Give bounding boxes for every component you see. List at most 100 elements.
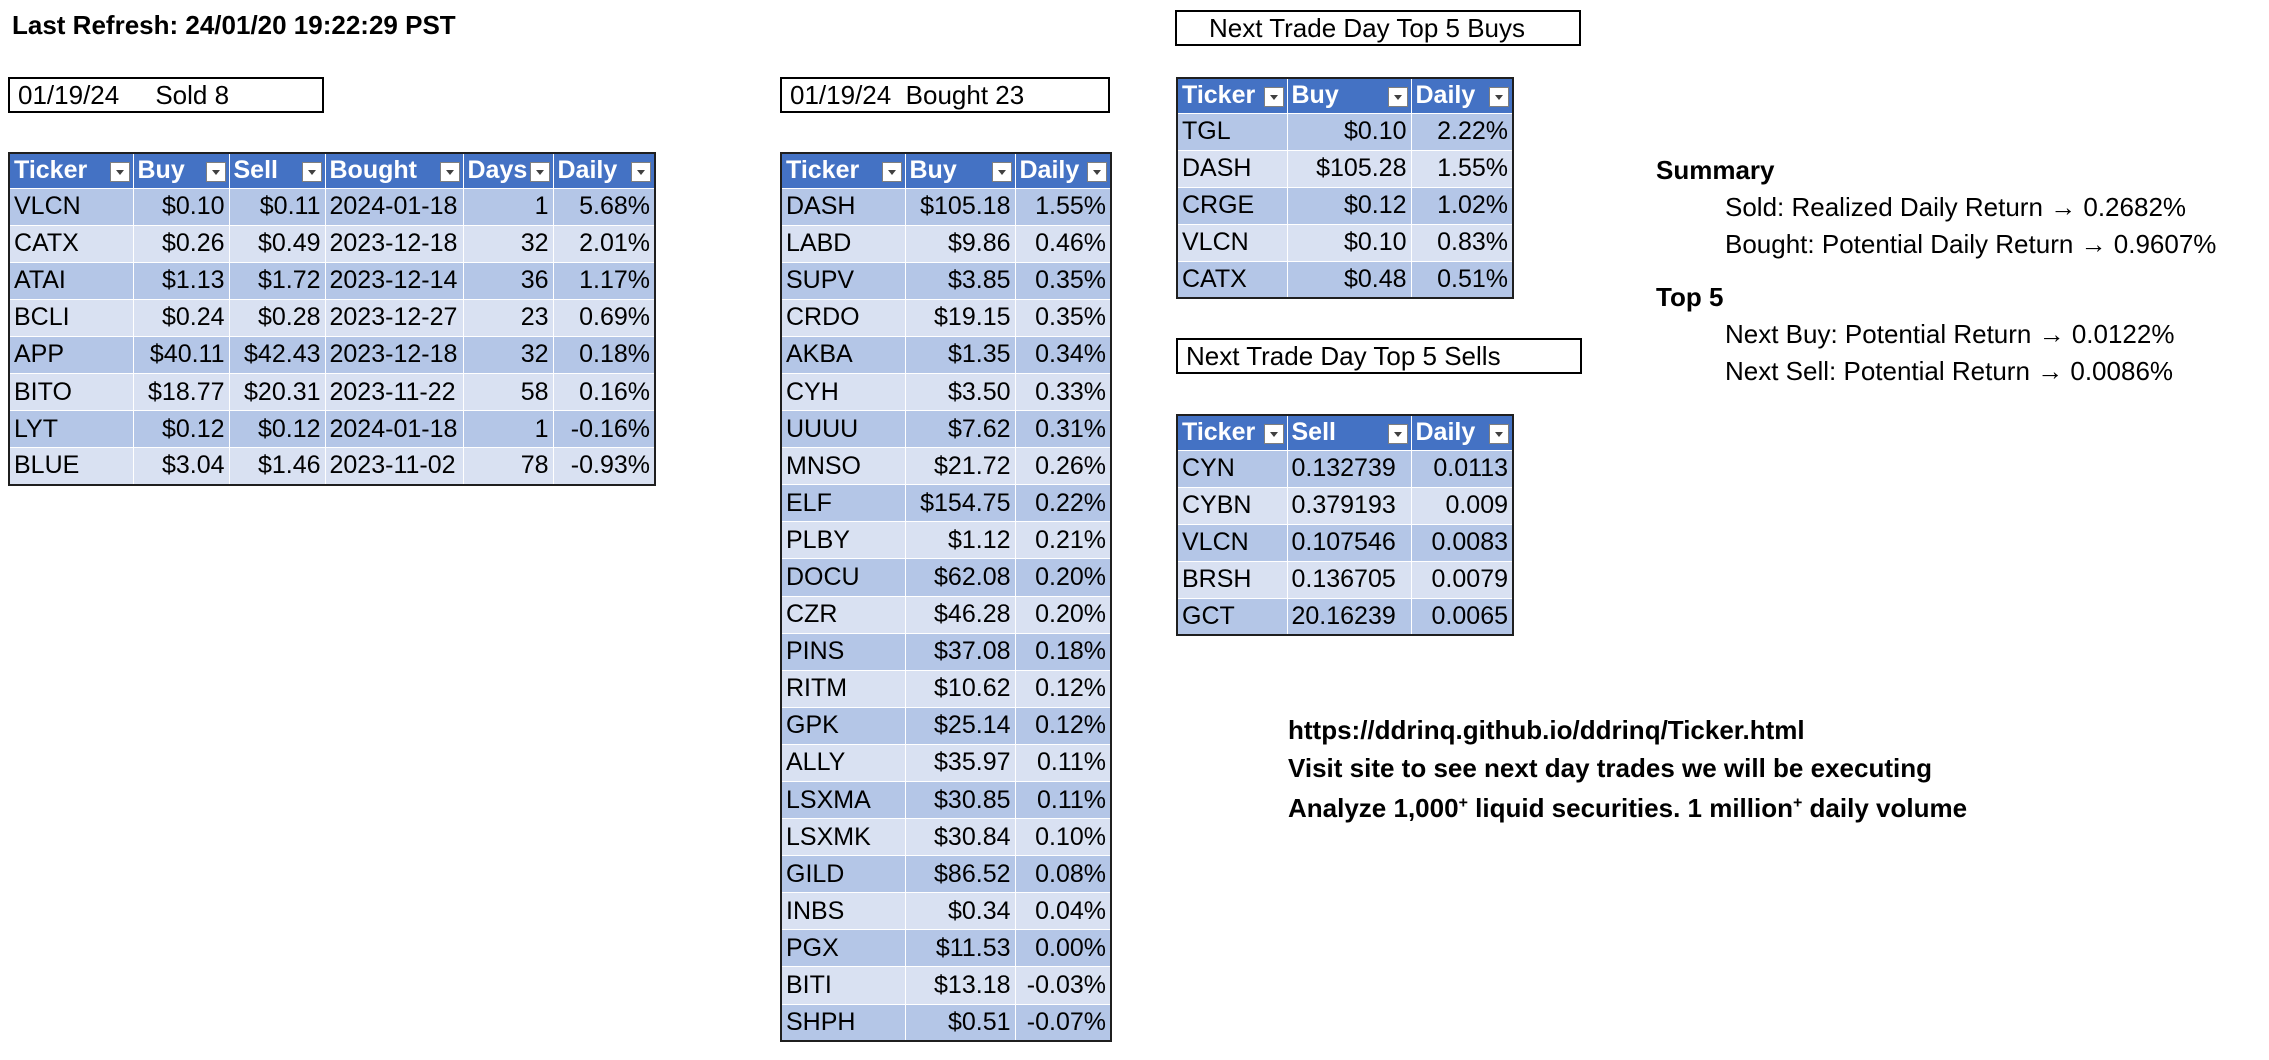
top-sells-header: Ticker Sell Daily xyxy=(1177,415,1514,450)
filter-dropdown-icon[interactable] xyxy=(1387,424,1408,444)
bought-row: CYH $3.50 0.33% xyxy=(781,372,1112,411)
sold-cell: -0.93% xyxy=(553,447,656,485)
filter-dropdown-icon[interactable] xyxy=(881,162,902,182)
sold-cell: $18.77 xyxy=(133,372,230,411)
bought-cell: 0.21% xyxy=(1015,521,1112,559)
filter-dropdown-icon[interactable] xyxy=(1489,87,1509,107)
bought-cell: $35.97 xyxy=(905,743,1016,782)
sold-cell: $20.31 xyxy=(229,372,326,411)
bought-col-header: Daily xyxy=(1015,153,1112,188)
bought-cell: $105.18 xyxy=(905,187,1016,226)
bought-cell: DOCU xyxy=(781,558,906,597)
bought-row: DOCU $62.08 0.20% xyxy=(781,558,1112,597)
sold-cell: BLUE xyxy=(9,447,134,485)
top-sells-cell: 0.009 xyxy=(1411,486,1514,525)
sold-cell: 36 xyxy=(463,261,554,300)
sold-cell: BCLI xyxy=(9,298,134,337)
sold-row: VLCN $0.10 $0.11 2024-01-18 1 5.68% xyxy=(9,187,656,226)
filter-dropdown-icon[interactable] xyxy=(991,162,1012,182)
top-sells-cell: 0.379193 xyxy=(1287,486,1412,525)
bought-cell: -0.03% xyxy=(1015,966,1112,1005)
sold-cell: 2023-12-14 xyxy=(325,261,464,300)
top-buys-row: CATX $0.48 0.51% xyxy=(1177,260,1514,299)
bought-cell: $19.15 xyxy=(905,298,1016,337)
top-sells-cell: CYN xyxy=(1177,449,1288,488)
top-buys-col-header: Daily xyxy=(1411,78,1514,113)
sold-cell: $0.10 xyxy=(133,187,230,226)
filter-dropdown-icon[interactable] xyxy=(301,162,322,182)
sold-cell: 58 xyxy=(463,372,554,411)
bought-cell: 0.04% xyxy=(1015,892,1112,930)
top-sells-cell: 0.132739 xyxy=(1287,449,1412,488)
top-sells-cell: 0.0083 xyxy=(1411,523,1514,562)
bought-cell: DASH xyxy=(781,187,906,226)
filter-dropdown-icon[interactable] xyxy=(1489,424,1509,444)
bought-cell: 0.20% xyxy=(1015,558,1112,597)
bought-cell: $154.75 xyxy=(905,484,1016,522)
bought-row: PLBY $1.12 0.21% xyxy=(781,521,1112,559)
filter-dropdown-icon[interactable] xyxy=(109,162,130,182)
bought-cell: $13.18 xyxy=(905,966,1016,1005)
site-url[interactable]: https://ddrinq.github.io/ddrinq/Ticker.h… xyxy=(1288,715,1805,745)
filter-dropdown-icon[interactable] xyxy=(1263,424,1284,444)
top-sells-cell: 0.0079 xyxy=(1411,560,1514,599)
summary-next-buy: Next Buy: Potential Return → 0.0122% xyxy=(1725,319,2175,349)
filter-dropdown-icon[interactable] xyxy=(529,162,550,182)
filter-dropdown-icon[interactable] xyxy=(1387,87,1408,107)
sold-cell: 2023-12-27 xyxy=(325,298,464,337)
sold-cell: $0.11 xyxy=(229,187,326,226)
bought-row: CZR $46.28 0.20% xyxy=(781,595,1112,634)
top-sells-cell: 0.107546 xyxy=(1287,523,1412,562)
top-buys-cell: $0.10 xyxy=(1287,223,1412,262)
sold-row: BCLI $0.24 $0.28 2023-12-27 23 0.69% xyxy=(9,298,656,337)
bought-cell: -0.07% xyxy=(1015,1003,1112,1042)
bought-cell: 0.11% xyxy=(1015,780,1112,819)
top-buys-cell: 2.22% xyxy=(1411,112,1514,151)
top-buys-cell: 1.55% xyxy=(1411,149,1514,188)
bought-cell: $3.50 xyxy=(905,372,1016,411)
sold-col-header: Bought xyxy=(325,153,464,188)
bought-cell: LABD xyxy=(781,224,906,263)
bought-cell: PLBY xyxy=(781,521,906,559)
filter-dropdown-icon[interactable] xyxy=(1087,162,1107,182)
top-sells-col-header: Daily xyxy=(1411,415,1514,450)
top-sells-cell: CYBN xyxy=(1177,486,1288,525)
bought-cell: GPK xyxy=(781,706,906,745)
bought-cell: AKBA xyxy=(781,335,906,374)
filter-dropdown-icon[interactable] xyxy=(205,162,226,182)
sold-cell: 1 xyxy=(463,410,554,448)
sold-cell: 2.01% xyxy=(553,224,656,263)
filter-dropdown-icon[interactable] xyxy=(439,162,460,182)
bought-cell: SHPH xyxy=(781,1003,906,1042)
bought-row: BITI $13.18 -0.03% xyxy=(781,966,1112,1005)
top-buys-row: DASH $105.28 1.55% xyxy=(1177,149,1514,188)
sold-cell: 1.17% xyxy=(553,261,656,300)
bought-cell: $30.84 xyxy=(905,818,1016,856)
top-buys-table: Ticker Buy Daily TGL $0.10 2.22% DASH $105.28 1… xyxy=(1176,77,1514,300)
bought-row: GPK $25.14 0.12% xyxy=(781,706,1112,745)
summary-bought: Bought: Potential Daily Return → 0.9607% xyxy=(1725,229,2217,259)
bought-cell: 0.26% xyxy=(1015,447,1112,485)
bought-cell: 0.10% xyxy=(1015,818,1112,856)
sold-cell: 78 xyxy=(463,447,554,485)
bought-cell: $30.85 xyxy=(905,780,1016,819)
top-sells-label: Next Trade Day Top 5 Sells xyxy=(1176,338,1582,374)
top-sells-cell: GCT xyxy=(1177,597,1288,636)
filter-dropdown-icon[interactable] xyxy=(631,162,651,182)
bought-cell: $21.72 xyxy=(905,447,1016,485)
bought-row: ELF $154.75 0.22% xyxy=(781,484,1112,522)
sold-cell: BITO xyxy=(9,372,134,411)
bought-row: UUUU $7.62 0.31% xyxy=(781,410,1112,448)
bought-row: CRDO $19.15 0.35% xyxy=(781,298,1112,337)
top-buys-cell: 0.51% xyxy=(1411,260,1514,299)
sold-cell: $3.04 xyxy=(133,447,230,485)
sold-cell: $0.28 xyxy=(229,298,326,337)
bought-table: Ticker Buy Daily DASH $105.18 1.55% LABD $9.86… xyxy=(780,152,1112,1043)
bought-cell: $9.86 xyxy=(905,224,1016,263)
bought-cell: LSXMK xyxy=(781,818,906,856)
bought-cell: SUPV xyxy=(781,261,906,300)
filter-dropdown-icon[interactable] xyxy=(1263,87,1284,107)
bought-row: PGX $11.53 0.00% xyxy=(781,929,1112,967)
bought-row: INBS $0.34 0.04% xyxy=(781,892,1112,930)
sold-row: BLUE $3.04 $1.46 2023-11-02 78 -0.93% xyxy=(9,447,656,485)
